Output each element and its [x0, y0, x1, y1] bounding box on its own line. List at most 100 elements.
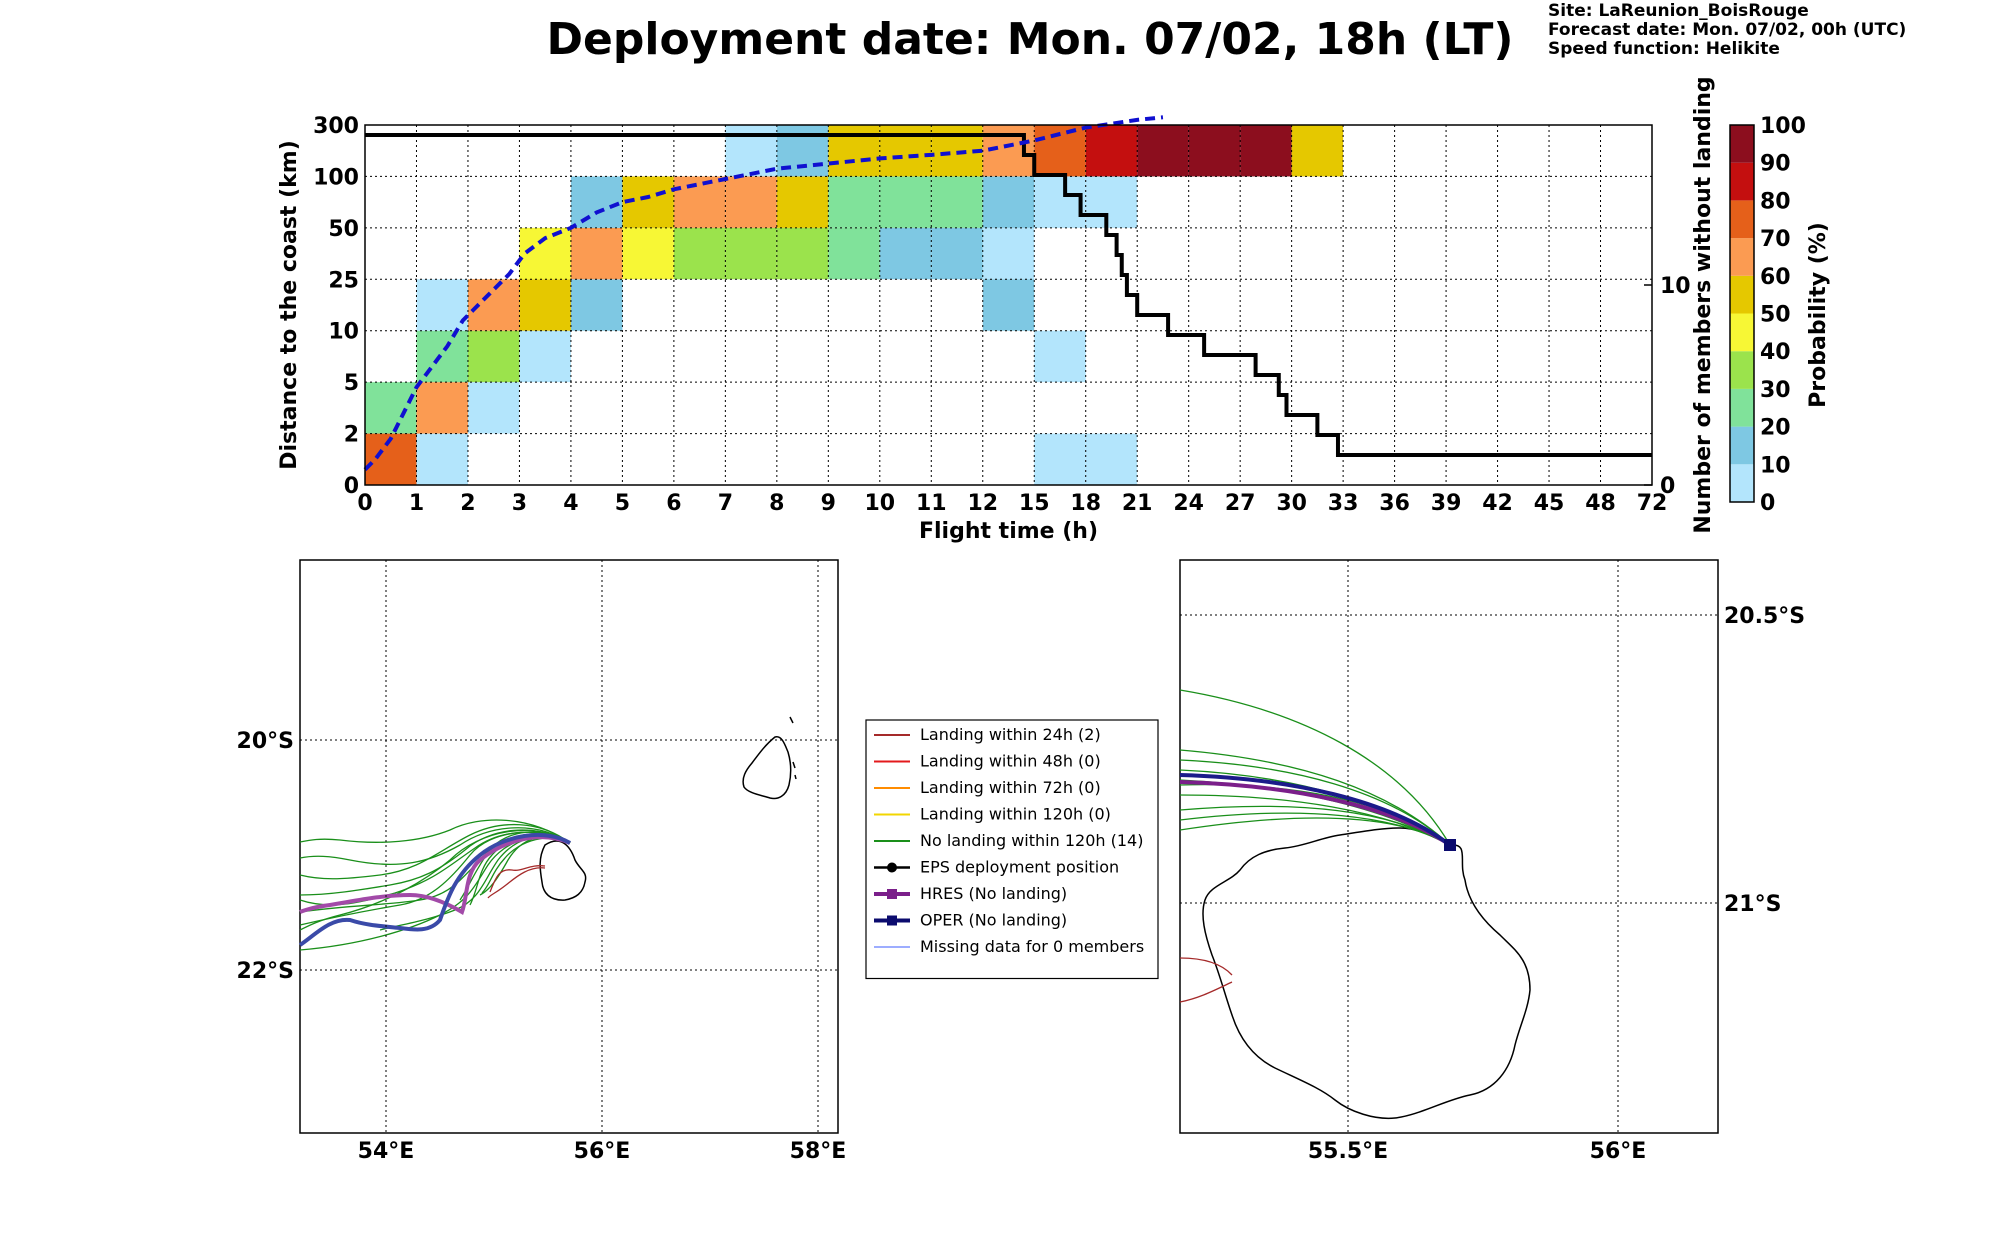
trajectory-landing-zoom	[1179, 957, 1233, 1003]
deployment-position-marker	[1444, 839, 1456, 851]
y2-tick-label: 0	[1660, 474, 1675, 499]
heatmap-cell	[1137, 125, 1189, 177]
heatmap-cell	[879, 176, 932, 228]
x-tick-label: 0	[357, 491, 372, 516]
lon-tick-55-5: 55.5°E	[1308, 1139, 1388, 1164]
heatmap-cell	[622, 227, 674, 280]
oper-trajectory-zoom	[1179, 773, 1452, 847]
lat-tick-20s: 20°S	[237, 729, 294, 754]
lon-tick-54: 54°E	[358, 1139, 415, 1164]
island-reunion-zoom-outline	[1202, 827, 1531, 1120]
colorbar-segment	[1730, 388, 1754, 427]
x-tick-label: 45	[1534, 491, 1565, 516]
heatmap-cell	[570, 176, 623, 228]
median-distance-line	[363, 115, 1164, 471]
heatmap-cell	[365, 382, 417, 434]
legend-label: Landing within 120h (0)	[920, 805, 1111, 824]
heatmap-cell	[725, 227, 777, 280]
heatmap-cell	[519, 279, 571, 331]
island-mauritius-outline	[742, 736, 792, 800]
x-tick-label: 1	[409, 491, 424, 516]
lat-tick-21s: 21°S	[1724, 892, 1781, 917]
x-tick-label: 27	[1225, 491, 1256, 516]
heatmap-cell	[1034, 330, 1086, 383]
oper-trajectory	[298, 832, 572, 947]
y-tick-label: 50	[328, 217, 359, 242]
heatmap-cell	[828, 227, 880, 280]
heatmap-cell	[1085, 125, 1138, 177]
colorbar-segment	[1730, 125, 1754, 163]
colorbar-tick-label: 40	[1760, 340, 1791, 365]
map-grid-zoom	[1180, 560, 1718, 1133]
legend-item: Landing within 48h (0)	[874, 752, 1101, 771]
x-tick-label: 18	[1070, 491, 1101, 516]
forecast-meta: Site: LaReunion_BoisRouge Forecast date:…	[1548, 2, 1906, 59]
heatmap-panel: 0 1 2 3 4 5 6 7 8 9 10 11 12 15 18 21 24 27 30 33 36 39 42 45 48…	[277, 76, 1716, 544]
colorbar-tick-label: 70	[1760, 227, 1791, 252]
heatmap-cell	[673, 176, 726, 228]
colorbar-tick-label: 90	[1760, 152, 1791, 177]
legend-label: Missing data for 0 members	[920, 937, 1144, 956]
site-label: Site: LaReunion_BoisRouge	[1548, 1, 1809, 21]
legend-item: Missing data for 0 members	[874, 937, 1144, 956]
hres-trajectory	[299, 835, 571, 915]
x-tick-label: 3	[512, 491, 527, 516]
colorbar-segment	[1730, 275, 1754, 314]
heatmap-cell	[725, 176, 777, 228]
y-axis-label: Distance to the coast (km)	[277, 140, 302, 470]
colorbar-segment	[1730, 351, 1754, 389]
x-tick-label: 21	[1122, 491, 1153, 516]
colorbar-segment	[1730, 464, 1754, 502]
x-axis-label: Flight time (h)	[919, 519, 1098, 544]
lon-tick-58: 58°E	[790, 1139, 847, 1164]
heatmap-cell	[1291, 125, 1344, 177]
heatmap-cell	[519, 330, 571, 383]
heatmap-cell	[776, 176, 829, 228]
island-mauritius-dots	[789, 716, 797, 780]
x-tick-label: 8	[769, 491, 784, 516]
y-tick-label: 100	[313, 165, 359, 190]
y2-tick-label: 10	[1660, 274, 1691, 299]
colorbar-segment	[1730, 238, 1754, 276]
lat-tick-22s: 22°S	[237, 959, 294, 984]
y-tick-label: 300	[313, 114, 359, 139]
members-without-landing-line	[365, 133, 1652, 457]
x-tick-label: 48	[1585, 491, 1616, 516]
legend-box	[865, 719, 1159, 980]
island-reunion-outline	[539, 840, 587, 901]
heatmap-cell	[931, 176, 983, 228]
legend-marker	[887, 915, 897, 926]
colorbar-frame	[1729, 124, 1755, 503]
colorbar-tick-label: 10	[1760, 453, 1791, 478]
x-tick-label: 72	[1637, 491, 1668, 516]
heatmap-cell	[982, 176, 1035, 228]
colorbar-segment	[1730, 162, 1754, 201]
x-tick-label: 5	[615, 491, 630, 516]
x-tick-label: 11	[916, 491, 947, 516]
heatmap-cell	[673, 227, 726, 280]
legend-item: Landing within 120h (0)	[874, 805, 1111, 824]
legend-item: OPER (No landing)	[874, 911, 1067, 930]
heatmap-cell	[570, 227, 623, 280]
legend-label: Landing within 72h (0)	[920, 778, 1101, 797]
legend-item: Landing within 24h (2)	[874, 725, 1101, 744]
x-tick-label: 6	[666, 491, 681, 516]
map-frame-zoom	[1179, 559, 1719, 1134]
heatmap-cell	[982, 227, 1035, 280]
colorbar-tick-label: 30	[1760, 378, 1791, 403]
heatmap-cell	[1085, 176, 1138, 228]
heatmap-cell	[776, 227, 829, 280]
heatmap-cell	[467, 330, 520, 383]
lon-tick-56: 56°E	[574, 1139, 631, 1164]
x-tick-label: 42	[1482, 491, 1513, 516]
heatmap-cell	[1034, 433, 1086, 485]
heatmap-cell	[416, 382, 468, 434]
heatmap-cell	[416, 279, 468, 331]
forecast-date-label: Forecast date: Mon. 07/02, 00h (UTC)	[1548, 20, 1907, 40]
legend-item: HRES (No landing)	[874, 884, 1067, 903]
heatmap-cell	[1188, 125, 1241, 177]
heatmap-cell	[931, 227, 983, 280]
heatmap-cell	[467, 382, 520, 434]
colorbar-segment	[1730, 200, 1754, 239]
